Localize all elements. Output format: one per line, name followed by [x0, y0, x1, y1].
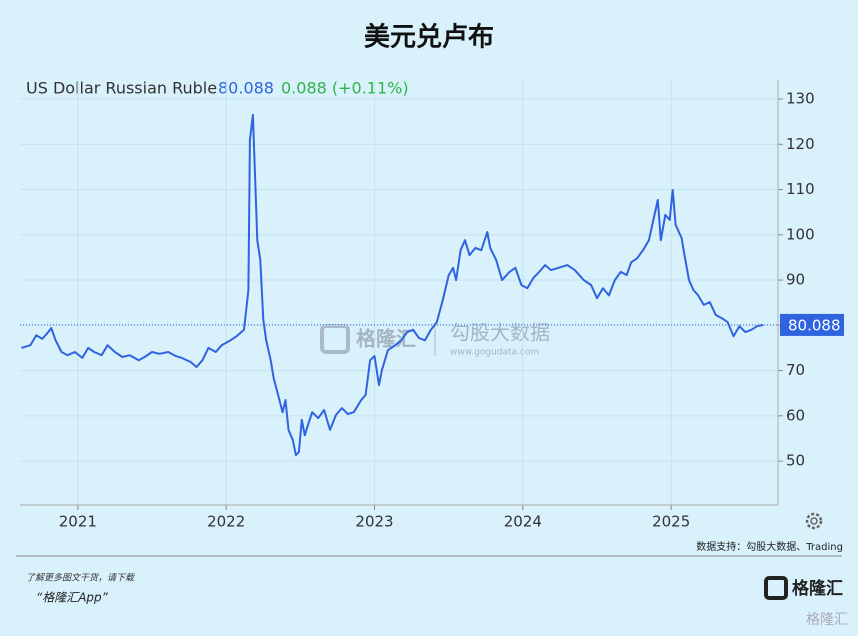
corner-watermark: 格隆汇 [806, 612, 848, 628]
footer-line2: “格隆汇App” [36, 591, 109, 605]
footer-logo: 格隆汇 [792, 578, 843, 599]
y-tick-label: 120 [786, 135, 815, 153]
y-tick-label: 130 [786, 90, 815, 108]
last-value-badge-label: 80.088 [788, 316, 841, 334]
x-tick-label: 2025 [652, 513, 690, 531]
watermark-name: 勾股大数据 [450, 321, 550, 345]
change: 0.088 (+0.11%) [281, 79, 409, 98]
y-tick-label: 70 [786, 361, 805, 379]
watermark: 格隆汇 勾股大数据 www.gogudata.com [320, 321, 550, 358]
x-tick-label: 2023 [355, 513, 393, 531]
last-value: 80.088 [218, 79, 274, 98]
footer-line1: 了解更多图文干货，请下载 [26, 573, 135, 584]
instrument-name: US Dollar Russian Ruble [26, 79, 217, 98]
source: 数据支持：勾股大数据、Trading [696, 540, 843, 553]
x-tick-label: 2022 [207, 513, 245, 531]
y-tick-label: 90 [786, 271, 805, 289]
settings-icon[interactable] [805, 512, 823, 530]
y-tick-label: 100 [786, 225, 815, 243]
gear-center [810, 517, 818, 525]
y-tick-label: 110 [786, 180, 815, 198]
last-value-badge [780, 313, 844, 336]
y-tick-label: 60 [786, 406, 805, 424]
watermark-logo [320, 324, 350, 354]
chart-title: 美元兑卢布 [364, 22, 494, 53]
x-tick-label: 2021 [59, 513, 97, 531]
watermark-brand: 格隆汇 [356, 327, 416, 351]
x-tick-label: 2024 [504, 513, 542, 531]
y-tick-label: 50 [786, 452, 805, 470]
gear-teeth [805, 512, 823, 530]
footer-logo-icon [764, 576, 788, 600]
price-line [21, 113, 764, 457]
watermark-url: www.gogudata.com [450, 348, 539, 358]
